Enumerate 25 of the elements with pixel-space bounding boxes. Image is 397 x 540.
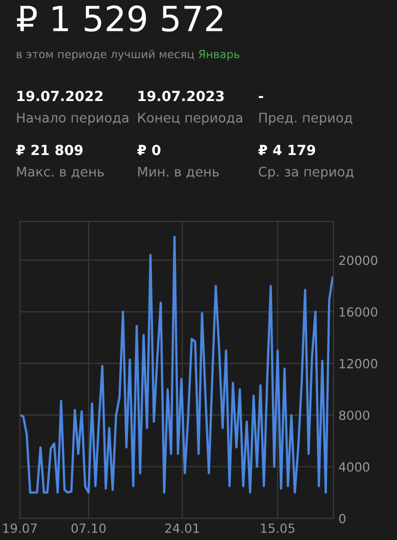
text: ₽ 4 179 xyxy=(258,144,316,156)
text: Конец периода xyxy=(138,112,242,126)
y-tick-label: 8000 xyxy=(339,410,370,420)
text: Ср. за период xyxy=(258,166,354,180)
x-tick-label: 07.10 xyxy=(72,523,106,533)
y-tick-label: 20000 xyxy=(339,256,378,266)
text: ₽ 0 xyxy=(137,144,160,156)
chart-subtitle: в этом периоде лучший месяц Январь xyxy=(16,50,240,60)
text: - xyxy=(258,96,264,98)
y-tick-label: 4000 xyxy=(338,462,370,472)
text: Пред. период xyxy=(259,112,352,126)
chart-title: ₽ 1 529 572 xyxy=(17,5,222,32)
text: ₽ 21 809 xyxy=(16,144,83,156)
text: Мин. в день xyxy=(138,166,219,178)
x-tick-label: 24.01 xyxy=(165,523,199,533)
text: 19.07.2023 xyxy=(138,90,224,102)
y-tick-label: 16000 xyxy=(340,307,378,317)
text: Начало периода xyxy=(17,112,128,126)
line-series xyxy=(20,236,334,494)
y-tick-label: 12000 xyxy=(340,358,378,368)
text: 19.07.2022 xyxy=(17,90,103,102)
y-tick-label: 0 xyxy=(339,514,346,524)
x-tick-label: 15.05 xyxy=(261,523,294,533)
x-tick-label: 19.07 xyxy=(3,523,37,533)
text: Макс. в день xyxy=(17,166,104,178)
